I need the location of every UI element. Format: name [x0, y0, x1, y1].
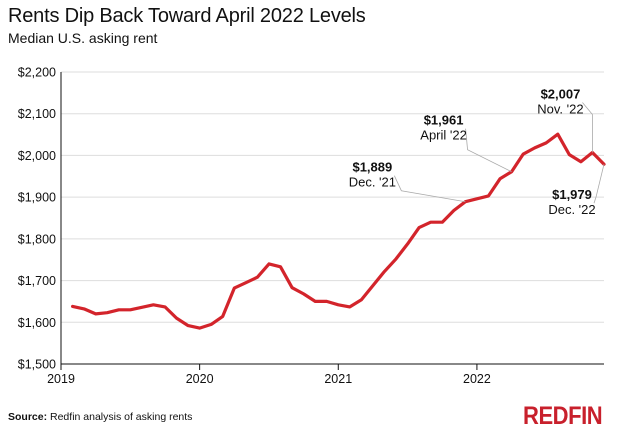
chart-subtitle: Median U.S. asking rent: [8, 30, 158, 46]
source-text: Redfin analysis of asking rents: [47, 411, 193, 423]
annotation-leader: [393, 175, 466, 203]
y-tick-label: $2,000: [18, 149, 56, 163]
chart-title: Rents Dip Back Toward April 2022 Levels: [8, 5, 366, 27]
rent-series-line: [70, 132, 606, 330]
source-label: Source:: [8, 411, 48, 423]
source-note: Source: Redfin analysis of asking rents: [8, 411, 192, 423]
annotation-leader: [465, 128, 512, 173]
annotation-leader: [593, 164, 605, 204]
x-tick-label: 2022: [463, 372, 491, 386]
annotation-label: Dec. '21: [349, 175, 396, 190]
annotation-label: Nov. '22: [537, 102, 583, 117]
y-tick-label: $1,600: [18, 316, 56, 330]
redfin-logo: REDFIN: [523, 402, 603, 430]
y-tick-label: $1,700: [18, 274, 56, 288]
annotation-value: $1,889: [352, 160, 392, 175]
annotation-label: Dec. '22: [548, 202, 595, 217]
annotation-leader: [582, 102, 593, 153]
y-tick-label: $1,500: [18, 358, 56, 372]
annotation-value: $1,961: [424, 113, 464, 128]
x-tick-label: 2019: [47, 372, 75, 386]
x-tick-label: 2020: [186, 372, 214, 386]
annotation-value: $1,979: [552, 187, 592, 202]
y-tick-label: $2,100: [18, 107, 56, 121]
annotation-label: April '22: [420, 128, 467, 143]
y-tick-label: $1,900: [18, 191, 56, 205]
y-tick-label: $2,200: [18, 66, 56, 80]
y-tick-label: $1,800: [18, 232, 56, 246]
annotation-value: $2,007: [541, 87, 581, 102]
x-tick-label: 2021: [324, 372, 352, 386]
